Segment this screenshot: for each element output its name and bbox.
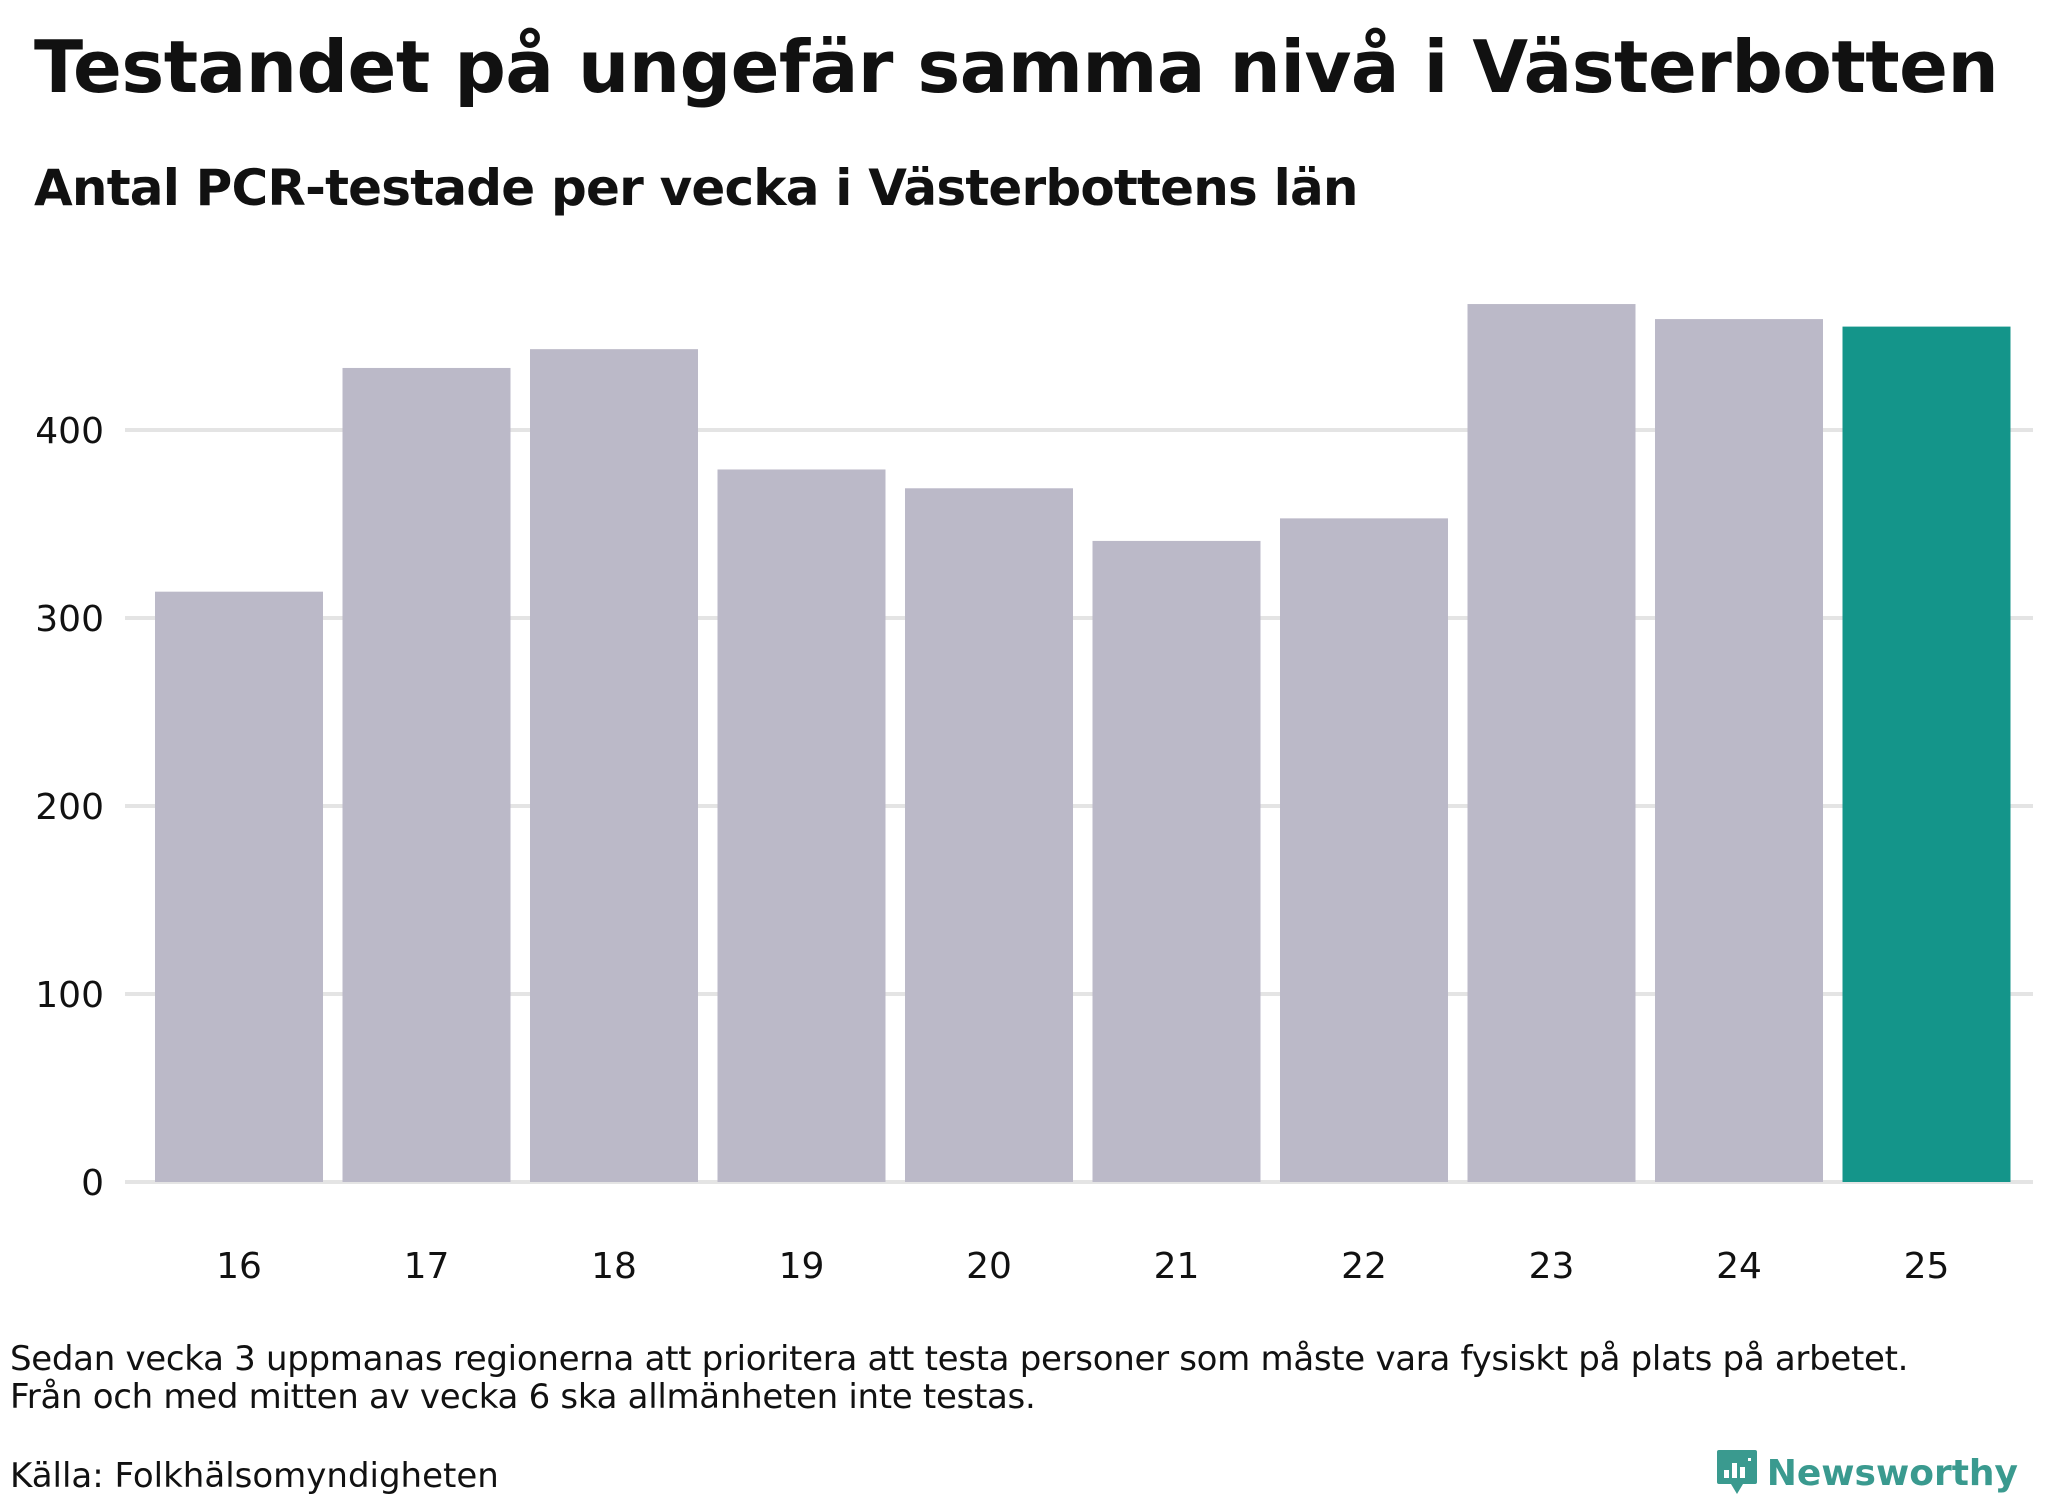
- x-tick-label-17: 17: [404, 1246, 450, 1287]
- bar-week-18: [530, 349, 698, 1182]
- chart-title: Testandet på ungefär samma nivå i Väster…: [34, 25, 1999, 109]
- x-axis-ticks: 16 17 18 19 20 21 22 23 24 25: [216, 1246, 1949, 1287]
- x-tick-label-23: 23: [1529, 1246, 1575, 1287]
- bar-week-23: [1467, 304, 1636, 1182]
- y-tick-label-100: 100: [35, 975, 104, 1016]
- y-tick-label-400: 400: [35, 411, 104, 452]
- x-tick-label-18: 18: [591, 1246, 637, 1287]
- brand-logo: Newsworthy: [1715, 1448, 2018, 1498]
- x-tick-label-16: 16: [216, 1246, 262, 1287]
- x-tick-label-20: 20: [966, 1246, 1012, 1287]
- newsworthy-logo-icon: [1716, 1450, 1757, 1494]
- y-tick-label-300: 300: [35, 599, 104, 640]
- bar-week-16: [155, 591, 323, 1182]
- bar-week-19: [717, 469, 886, 1183]
- x-tick-label-21: 21: [1154, 1246, 1200, 1287]
- bar-chart: 0 100 200 300 400 16 17 18 19 20 21 22 23 24 25: [35, 304, 2033, 1287]
- y-tick-label-0: 0: [81, 1163, 104, 1204]
- chart-subtitle: Antal PCR-testade per vecka i Västerbott…: [34, 159, 1358, 217]
- bar-week-21: [1092, 540, 1261, 1182]
- y-axis-ticks: 0 100 200 300 400: [35, 411, 104, 1204]
- bar-week-20: [905, 488, 1073, 1182]
- bar-week-24: [1655, 319, 1823, 1183]
- bar-week-25: [1842, 326, 2011, 1183]
- brand-name: Newsworthy: [1766, 1452, 2018, 1494]
- x-tick-label-24: 24: [1716, 1246, 1762, 1287]
- bar-week-17: [342, 367, 511, 1183]
- bars: [155, 304, 2011, 1183]
- note-line-1: Sedan vecka 3 uppmanas regionerna att pr…: [10, 1339, 1909, 1379]
- source-credit: Källa: Folkhälsomyndigheten: [10, 1456, 499, 1496]
- chart-note: Sedan vecka 3 uppmanas regionerna att pr…: [10, 1340, 2040, 1416]
- y-tick-label-200: 200: [35, 787, 104, 828]
- x-tick-label-22: 22: [1341, 1246, 1387, 1287]
- x-tick-label-19: 19: [779, 1246, 825, 1287]
- bar-week-22: [1280, 518, 1448, 1182]
- note-line-2: Från och med mitten av vecka 6 ska allmä…: [10, 1377, 1036, 1417]
- x-tick-label-25: 25: [1904, 1246, 1950, 1287]
